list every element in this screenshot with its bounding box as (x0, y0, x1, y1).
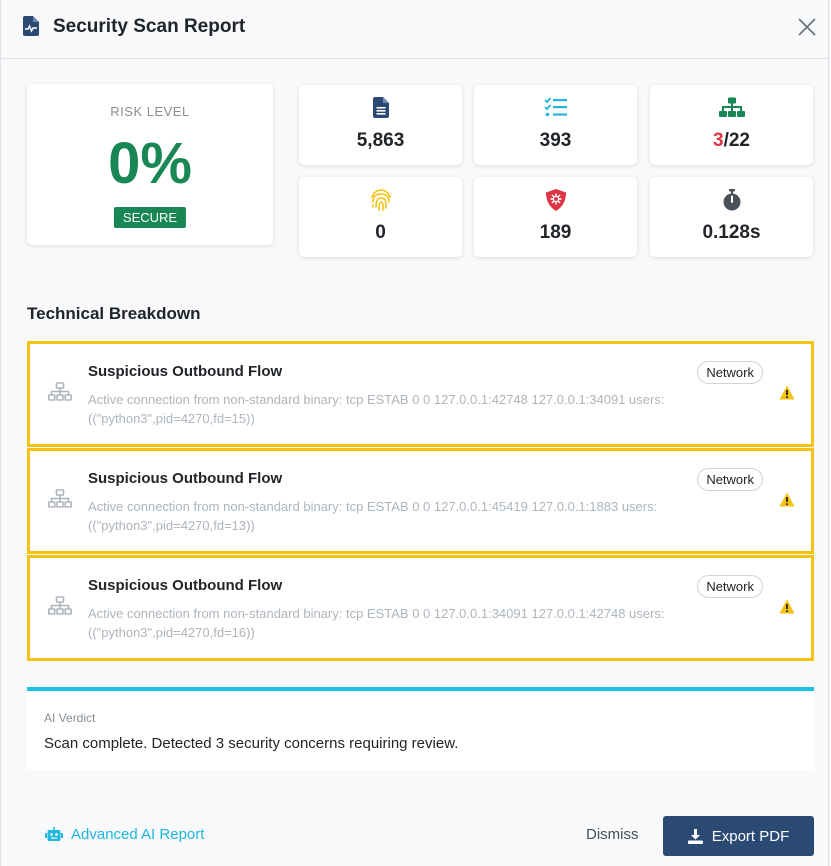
close-button[interactable] (794, 14, 820, 40)
finding-item[interactable]: Suspicious Outbound Flow Active connecti… (27, 448, 814, 554)
finding-tag: Network (697, 361, 763, 384)
list-check-icon (543, 97, 567, 117)
dismiss-button[interactable]: Dismiss (586, 826, 639, 843)
section-title: Technical Breakdown (27, 304, 201, 323)
robot-icon (45, 827, 63, 841)
stat-value: 189 (539, 222, 572, 243)
close-icon (798, 18, 816, 36)
finding-description: Active connection from non-standard bina… (88, 499, 658, 533)
stat-value-highlight: 3 (713, 130, 724, 151)
advanced-ai-report-label: Advanced AI Report (71, 826, 205, 843)
stat-files-scanned: 5,863 (299, 85, 462, 165)
file-lines-icon (372, 97, 389, 118)
network-icon (48, 596, 72, 615)
risk-level-label: RISK LEVEL (110, 104, 190, 119)
risk-level-value: 0% (108, 131, 192, 196)
advanced-ai-report-link[interactable]: Advanced AI Report (45, 826, 204, 843)
finding-description: Active connection from non-standard bina… (88, 606, 665, 640)
stat-value: 3/22 (650, 130, 813, 152)
stat-threats: 189 (474, 177, 637, 257)
risk-level-card: RISK LEVEL 0% SECURE (27, 84, 273, 245)
shield-virus-icon (545, 189, 566, 211)
network-icon (48, 489, 72, 508)
ai-verdict-text: Scan complete. Detected 3 security conce… (44, 735, 459, 752)
warning-icon (779, 599, 795, 614)
stat-value-rest: /22 (723, 130, 750, 151)
finding-title: Suspicious Outbound Flow (88, 470, 283, 487)
finding-item[interactable]: Suspicious Outbound Flow Active connecti… (27, 341, 814, 447)
stat-fingerprints: 0 (299, 177, 462, 257)
warning-icon (779, 385, 795, 400)
file-waveform-icon (23, 16, 39, 36)
export-pdf-label: Export PDF (711, 827, 790, 845)
stat-checks: 393 (474, 85, 637, 165)
finding-title: Suspicious Outbound Flow (88, 577, 283, 594)
modal-title: Security Scan Report (53, 16, 246, 37)
finding-tag: Network (697, 575, 763, 598)
finding-title: Suspicious Outbound Flow (88, 363, 283, 380)
stopwatch-icon (723, 189, 740, 211)
status-badge: SECURE (113, 207, 187, 228)
export-pdf-button[interactable]: Export PDF (663, 816, 814, 856)
stat-value: 5,863 (356, 130, 405, 151)
stat-value: 393 (539, 130, 572, 151)
finding-item[interactable]: Suspicious Outbound Flow Active connecti… (27, 555, 814, 661)
stat-duration: 0.128s (650, 177, 813, 257)
warning-icon (779, 492, 795, 507)
stat-value: 0.128s (702, 222, 761, 243)
stat-value: 0 (375, 222, 386, 243)
network-icon (718, 97, 745, 117)
network-icon (48, 382, 72, 401)
fingerprint-icon (370, 189, 391, 211)
ai-verdict-label: AI Verdict (44, 711, 96, 725)
ai-verdict-panel: AI Verdict Scan complete. Detected 3 sec… (27, 687, 814, 770)
stat-network-ports: 3/22 (650, 85, 813, 165)
finding-description: Active connection from non-standard bina… (88, 392, 665, 426)
finding-tag: Network (697, 468, 763, 491)
download-icon (687, 828, 703, 844)
modal-header: Security Scan Report (1, 0, 828, 59)
